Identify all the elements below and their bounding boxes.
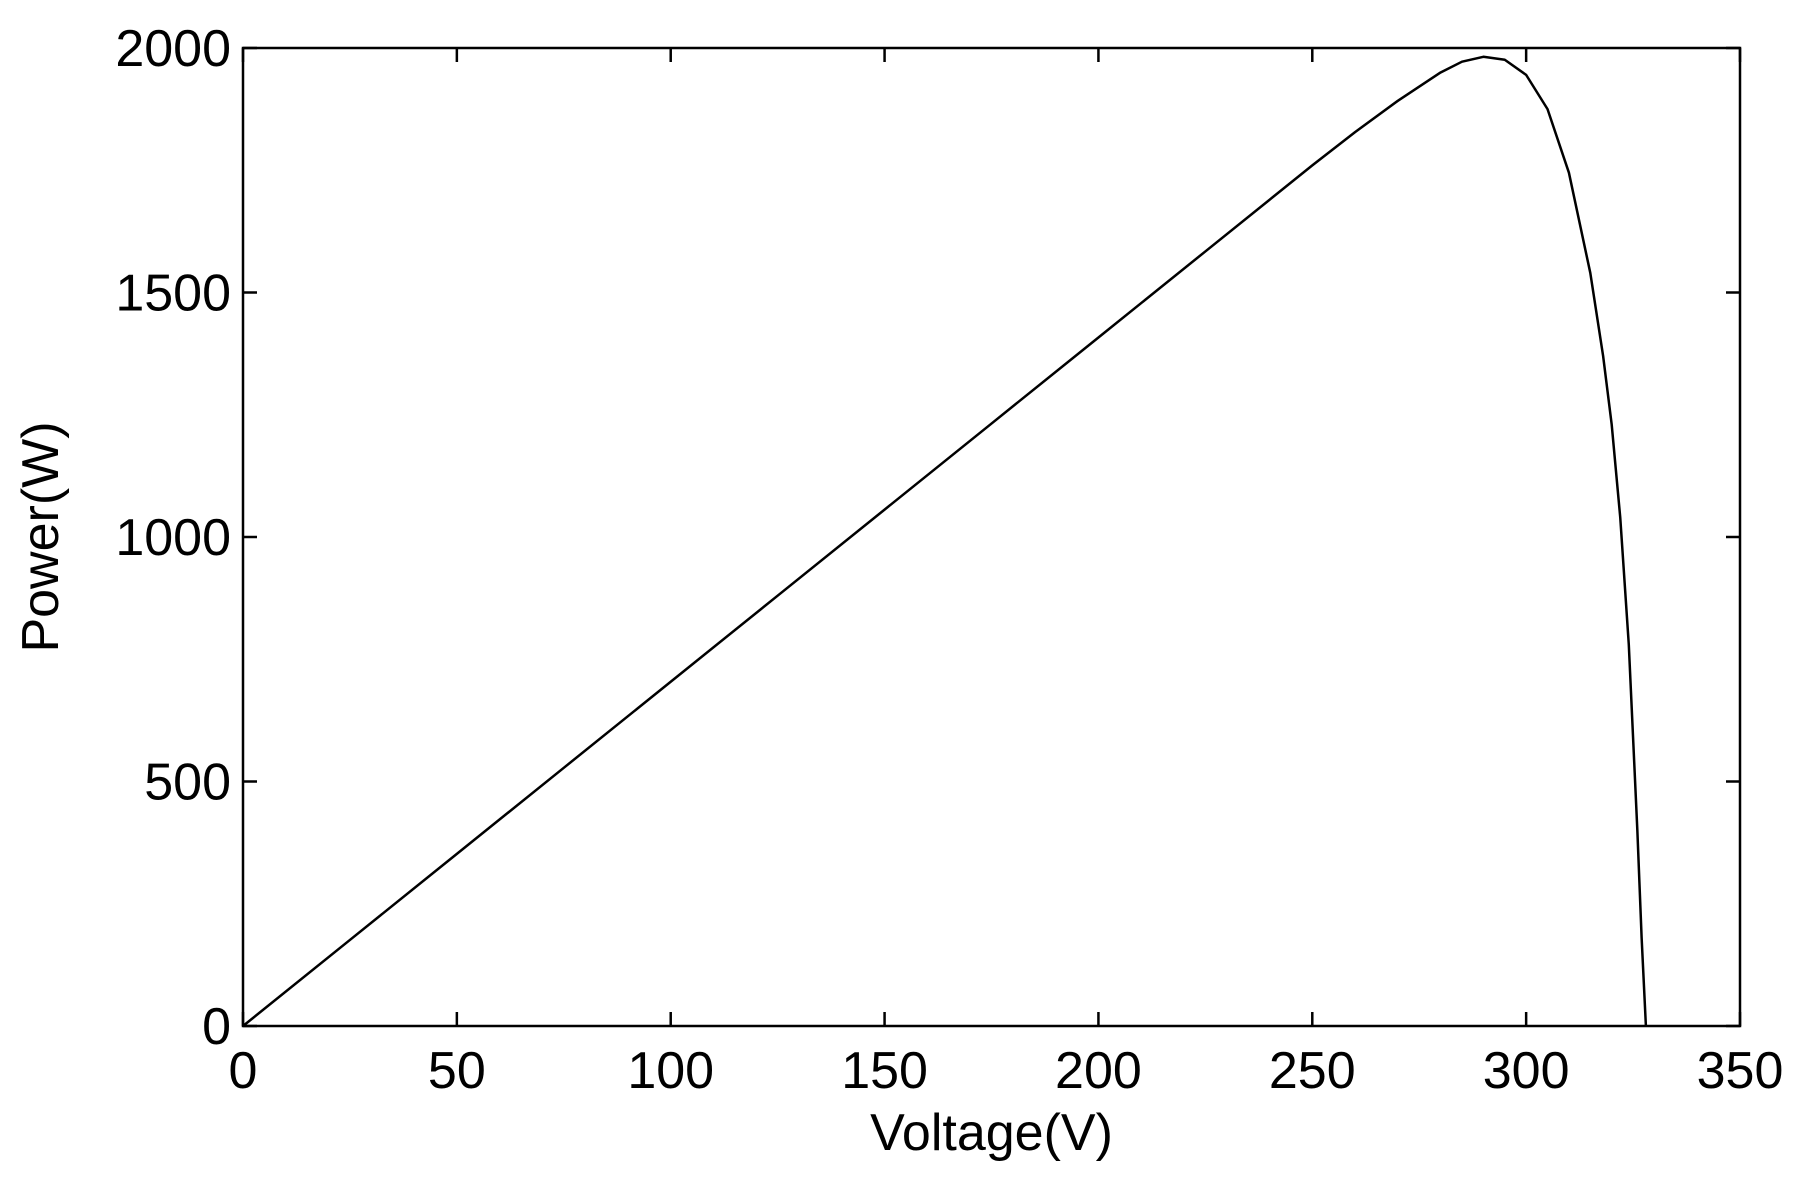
x-tick-label: 250 (1269, 1042, 1356, 1100)
x-tick-label: 100 (627, 1042, 714, 1100)
tick-label-layer: 0 50 100 150 200 250 300 350 0 500 1000 1500 2000 (115, 20, 1783, 1100)
x-tick-label: 350 (1697, 1042, 1784, 1100)
y-tick-label: 0 (202, 998, 231, 1056)
y-tick-label: 500 (144, 754, 231, 812)
series-layer (242, 55, 1648, 1027)
y-axis-label: Power(W) (12, 421, 70, 652)
tick-layer (241, 46, 1742, 1028)
x-tick-label: 50 (428, 1042, 486, 1100)
x-tick-label: 300 (1483, 1042, 1570, 1100)
y-tick-label: 2000 (115, 20, 231, 78)
x-tick-label: 200 (1055, 1042, 1142, 1100)
y-tick-label: 1000 (115, 509, 231, 567)
power-curve-line (242, 55, 1648, 1027)
y-tick-label: 1500 (115, 265, 231, 323)
x-tick-label: 0 (229, 1042, 258, 1100)
x-tick-label: 150 (841, 1042, 928, 1100)
x-axis-label: Voltage(V) (870, 1104, 1113, 1162)
